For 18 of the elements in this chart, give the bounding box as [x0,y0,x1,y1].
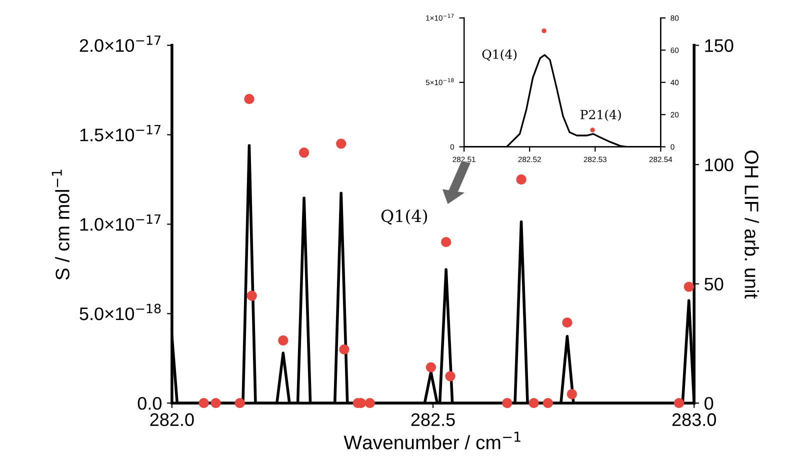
y-axis-title: S / cm mol$^{−1}$ [52,170,70,280]
y-tick-label: 0.0 [138,397,162,410]
x-tick-label: 282.5 [411,413,455,426]
x-tick-label: 282.0 [150,413,194,426]
y2-tick-label: 0 [704,397,714,410]
y-tick-label: 2.0×10$^{−17}$ [80,36,160,52]
annotation: Q1(4) [381,209,428,225]
y2-axis-title: OH LIF / arb. unit [744,150,759,299]
x-axis-title: Wavenumber / cm$^{−1}$ [344,432,520,450]
y-tick-label: 1.5×10$^{−17}$ [80,125,160,142]
y2-tick-label: 50 [704,278,724,291]
x-tick-label: 283.0 [672,413,716,426]
annotation: P21(4) [580,110,621,122]
y-tick-label: 5.0×10$^{−18}$ [80,304,161,320]
annotation: Q1(4) [482,49,517,61]
y2-tick-label: 150 [705,39,734,52]
y-tick-label: 1.0×10$^{−17}$ [80,214,160,231]
y2-tick-label: 100 [705,158,734,172]
